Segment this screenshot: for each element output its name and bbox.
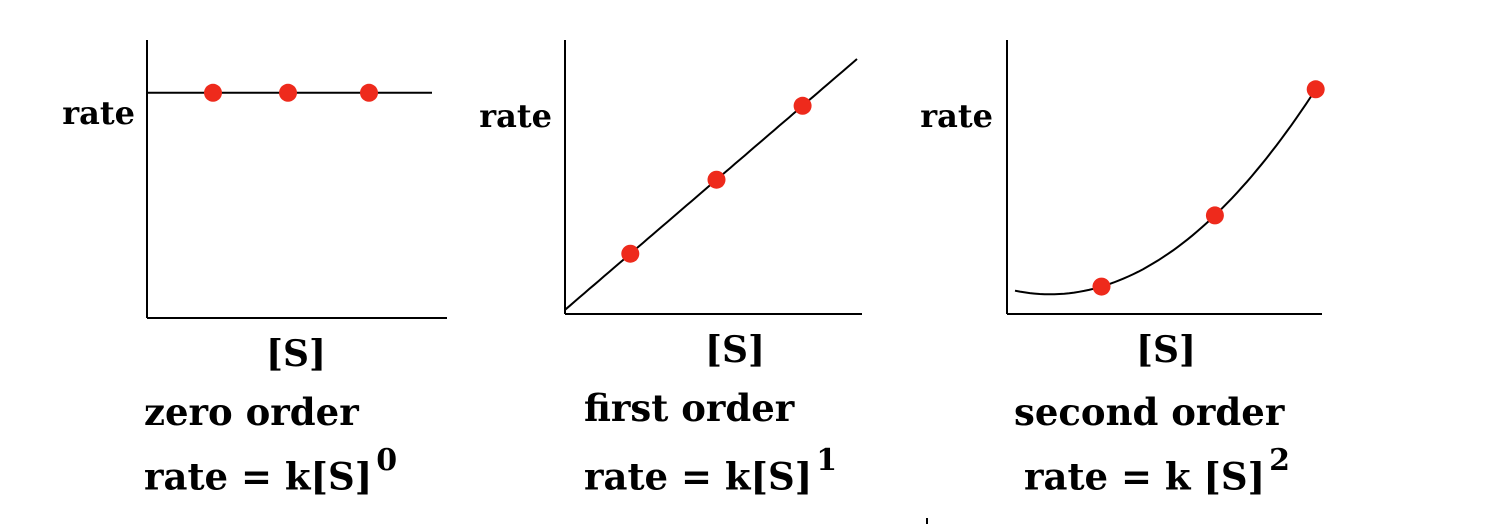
series-line — [1014, 95, 1312, 296]
data-point — [793, 96, 812, 115]
data-point — [621, 244, 640, 263]
data-point — [1205, 206, 1224, 225]
equation-base: rate = k [S] — [1024, 454, 1266, 499]
chart-zero-order: rate [S] — [62, 40, 447, 375]
equation-base: rate = k[S] — [584, 454, 813, 499]
rate-equation-second-order: rate = k [S] 2 — [1024, 446, 1290, 499]
rate-equation-first-order: rate = k[S] 1 — [584, 446, 837, 499]
data-point — [1092, 277, 1111, 296]
y-axis-label: rate — [479, 97, 552, 135]
chart-title-zero-order: zero order — [144, 390, 359, 434]
chart-first-order: rate [S] — [479, 40, 862, 371]
chart-title-second-order: second order — [1014, 390, 1285, 434]
x-axis-label: [S] — [266, 333, 326, 375]
equation-exponent: 0 — [376, 443, 398, 478]
chart-title-first-order: first order — [584, 386, 795, 430]
data-point — [1306, 80, 1325, 99]
equation-base: rate = k[S] — [144, 454, 373, 499]
y-axis-label: rate — [920, 97, 993, 135]
equation-exponent: 1 — [816, 443, 838, 478]
data-point — [360, 83, 378, 102]
x-axis-label: [S] — [1136, 329, 1196, 371]
equation-exponent: 2 — [1269, 443, 1290, 478]
chart-second-order: rate [S] — [920, 40, 1325, 371]
y-axis-label: rate — [62, 94, 135, 132]
data-point — [707, 170, 726, 189]
x-axis-label: [S] — [705, 329, 765, 371]
rate-equation-zero-order: rate = k[S] 0 — [144, 446, 397, 499]
data-point — [279, 83, 297, 102]
data-point — [204, 83, 222, 102]
